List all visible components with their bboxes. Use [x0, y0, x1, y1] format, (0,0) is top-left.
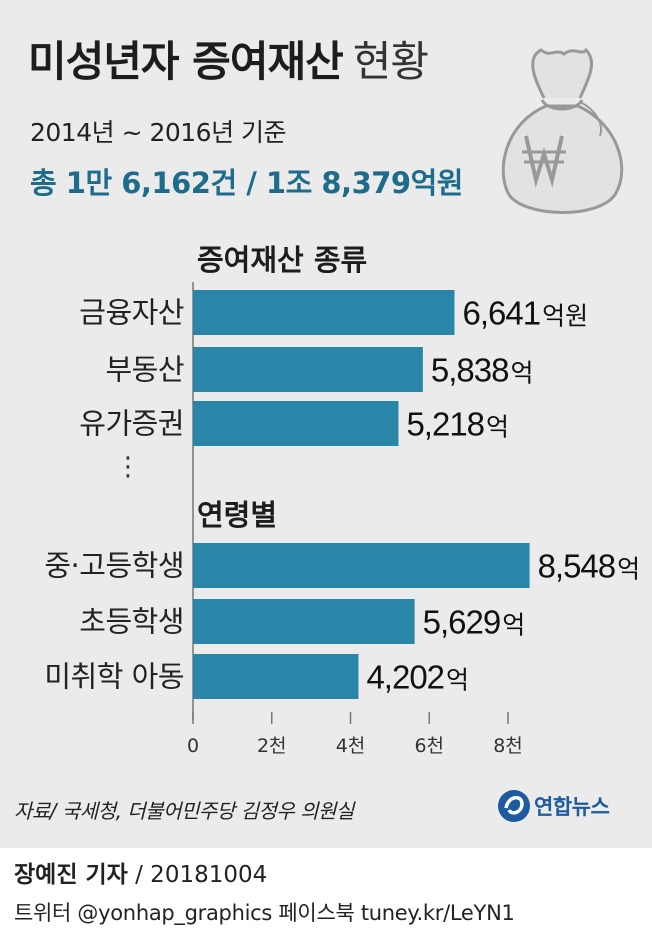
money-bag-won-icon	[501, 47, 624, 214]
period-text: 2014년 ~ 2016년 기준	[30, 118, 287, 147]
section-title-age-group: 연령별	[197, 498, 277, 532]
total-summary: 총 1만 6,162건 / 1조 8,379억원	[30, 166, 463, 200]
value-number: 6,641	[462, 295, 540, 332]
x-tick-label: 8천	[493, 735, 523, 757]
value-unit: 억	[486, 413, 509, 442]
value-label: 8,548억	[538, 548, 641, 585]
source-text: 자료/ 국세청, 더불어민주당 김정우 의원실	[14, 799, 354, 823]
ellipsis-more: ⋮	[115, 452, 141, 482]
value-unit: 억	[446, 666, 469, 695]
value-number: 5,838	[431, 352, 509, 389]
value-label: 4,202억	[366, 659, 469, 696]
yonhap-logo-icon	[498, 790, 530, 822]
bar	[193, 401, 399, 446]
title-sub: 현황	[352, 37, 429, 86]
value-unit: 억	[502, 611, 525, 640]
value-number: 4,202	[366, 659, 444, 696]
yonhap-logo: 연합뉴스	[496, 786, 641, 826]
value-unit: 억원	[542, 302, 588, 331]
value-unit: 억	[617, 555, 640, 584]
value-label: 6,641억원	[462, 295, 588, 332]
bar	[193, 543, 530, 588]
value-number: 8,548	[538, 548, 616, 585]
bar	[193, 347, 423, 392]
category-label: 미취학 아동	[44, 660, 184, 694]
category-label: 중·고등학생	[44, 549, 184, 583]
bar	[193, 599, 415, 644]
category-label: 금융자산	[79, 296, 184, 330]
value-label: 5,218억	[406, 406, 509, 443]
x-tick-label: 6천	[414, 735, 444, 757]
x-tick-label: 0	[187, 735, 199, 757]
x-tick-label: 2천	[257, 735, 287, 757]
logo-text: 연합뉴스	[534, 795, 610, 819]
x-tick-label: 4천	[336, 735, 366, 757]
category-label: 부동산	[105, 353, 184, 387]
social-links: 트위터 @yonhap_graphics 페이스북 tuney.kr/LeYN1	[14, 901, 515, 925]
bar	[193, 290, 455, 335]
value-number: 5,629	[423, 604, 501, 641]
value-unit: 억	[510, 359, 533, 388]
section-title-asset-type: 증여재산 종류	[197, 243, 367, 277]
value-label: 5,838억	[431, 352, 534, 389]
category-label: 초등학생	[79, 605, 184, 639]
reporter-name: 장예진 기자	[14, 862, 128, 888]
value-number: 5,218	[406, 406, 484, 443]
page-title: 미성년자 증여재산 현황	[28, 28, 429, 89]
bar	[193, 654, 359, 699]
byline-date: / 20181004	[127, 862, 268, 888]
category-label: 유가증권	[79, 407, 184, 441]
value-label: 5,629억	[423, 604, 526, 641]
x-axis-ticks: 0 2천 4천 6천 8천	[187, 712, 523, 757]
byline: 장예진 기자 / 20181004	[14, 855, 267, 889]
title-main: 미성년자 증여재산	[28, 37, 344, 86]
